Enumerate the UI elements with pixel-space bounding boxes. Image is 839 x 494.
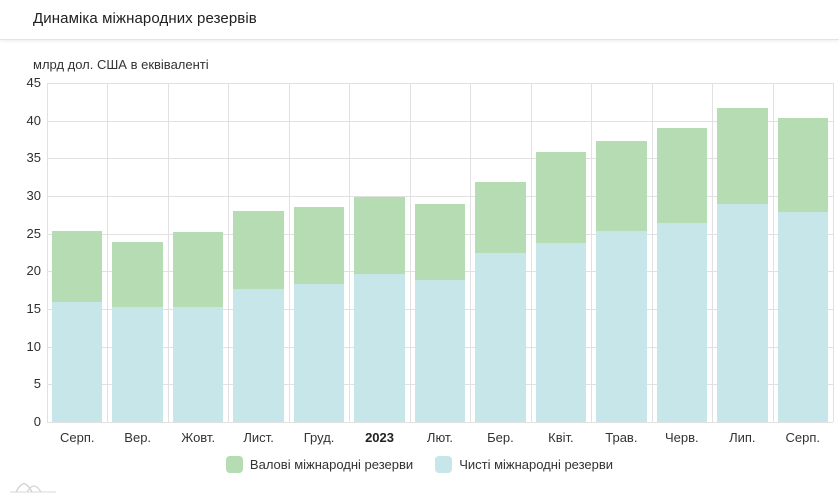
y-axis-tick-label: 5 [33, 376, 41, 392]
x-axis-label: Жовт. [181, 430, 216, 445]
bar-segment-gross[interactable] [596, 141, 647, 232]
gridline-horizontal [47, 120, 833, 122]
bar-segment-net[interactable] [354, 274, 405, 422]
bar-segment-gross[interactable] [656, 128, 708, 224]
x-axis-label: Черв. [665, 430, 699, 445]
net-reserves-swatch-icon [435, 456, 453, 473]
bar-segment-net[interactable] [52, 302, 103, 422]
gridline-vertical [591, 83, 593, 422]
x-axis-label: Квіт. [548, 430, 574, 445]
gross-reserves-swatch-icon [225, 456, 243, 473]
gridline-horizontal [47, 196, 833, 197]
gridline-vertical [167, 83, 169, 422]
bar-segment-net[interactable] [293, 284, 345, 422]
bar-segment-net[interactable] [112, 307, 163, 422]
legend-item-net[interactable]: Чисті міжнародні резерви [435, 456, 613, 473]
legend-item-gross[interactable]: Валові міжнародні резерви [225, 456, 414, 473]
bar-segment-gross[interactable] [354, 196, 405, 275]
gridline-vertical [772, 83, 774, 422]
bar-segment-gross[interactable] [172, 232, 224, 308]
chart-watermark-logo[interactable] [9, 478, 57, 494]
x-axis-label: 2023 [365, 430, 394, 445]
y-axis-tick-label: 30 [26, 188, 41, 203]
bar-segment-gross[interactable] [717, 107, 768, 205]
y-axis-tick-label: 15 [26, 301, 41, 316]
y-axis-tick-label: 45 [26, 75, 41, 90]
bar-segment-net[interactable] [717, 204, 768, 422]
gridline-horizontal [47, 83, 833, 84]
bar-segment-net[interactable] [172, 307, 224, 422]
x-axis-label: Серп. [785, 430, 821, 445]
gridline-vertical [47, 83, 48, 422]
gridline-vertical [409, 83, 411, 422]
gridline-vertical [833, 83, 834, 422]
y-axis-tick-label: 20 [26, 263, 41, 279]
y-axis-unit-label: млрд дол. США в еквіваленті [33, 57, 209, 72]
x-axis-label: Груд. [303, 430, 335, 445]
chart-header: Динаміка міжнародних резервів [0, 0, 839, 40]
gridline-vertical [349, 83, 351, 422]
legend-label-gross: Валові міжнародні резерви [249, 457, 414, 472]
x-axis-label: Вер. [124, 430, 152, 445]
bar-segment-gross[interactable] [52, 230, 103, 303]
gridline-vertical [107, 83, 109, 422]
page-title: Динаміка міжнародних резервів [33, 10, 257, 27]
y-axis-tick-label: 35 [26, 150, 41, 166]
x-axis-label: Лип. [729, 430, 756, 445]
bar-segment-gross[interactable] [475, 181, 526, 254]
bar-segment-gross[interactable] [535, 151, 587, 244]
bar-segment-gross[interactable] [777, 117, 828, 212]
gridline-vertical [470, 83, 472, 422]
stacked-bar-chart: млрд дол. США в еквіваленті 0 5 10 15 20 25 30… [0, 41, 839, 494]
gridline-horizontal [47, 158, 833, 160]
gridline-vertical [530, 83, 532, 422]
gridline-vertical [228, 83, 230, 422]
gridline-vertical [288, 83, 290, 422]
bar-segment-net[interactable] [656, 223, 708, 422]
y-axis-tick-label: 10 [26, 338, 41, 354]
x-axis-label: Трав. [605, 430, 638, 445]
bar-segment-gross[interactable] [112, 241, 163, 308]
bar-segment-net[interactable] [777, 211, 828, 422]
x-axis-label: Лют. [426, 430, 454, 445]
gridline-vertical [651, 83, 653, 422]
bar-segment-net[interactable] [414, 279, 466, 422]
bar-segment-gross[interactable] [293, 207, 345, 285]
x-axis-label: Бер. [487, 430, 514, 445]
x-axis-label: Серп. [59, 430, 95, 445]
gridline-horizontal [47, 422, 833, 423]
y-axis-tick-label: 25 [26, 225, 41, 241]
bar-segment-net[interactable] [535, 243, 587, 422]
bar-segment-net[interactable] [233, 288, 284, 422]
bar-segment-gross[interactable] [233, 211, 284, 289]
y-axis-tick-label: 40 [26, 112, 41, 128]
legend-label-net: Чисті міжнародні резерви [459, 457, 614, 472]
bar-segment-gross[interactable] [414, 204, 466, 280]
x-axis-label: Лист. [243, 430, 274, 445]
bar-segment-net[interactable] [596, 231, 647, 422]
gridline-vertical [712, 83, 714, 422]
y-axis-tick-label: 0 [33, 414, 41, 429]
chart-legend: Валові міжнародні резерви Чисті міжнарод… [0, 456, 839, 473]
bar-segment-net[interactable] [475, 253, 526, 422]
